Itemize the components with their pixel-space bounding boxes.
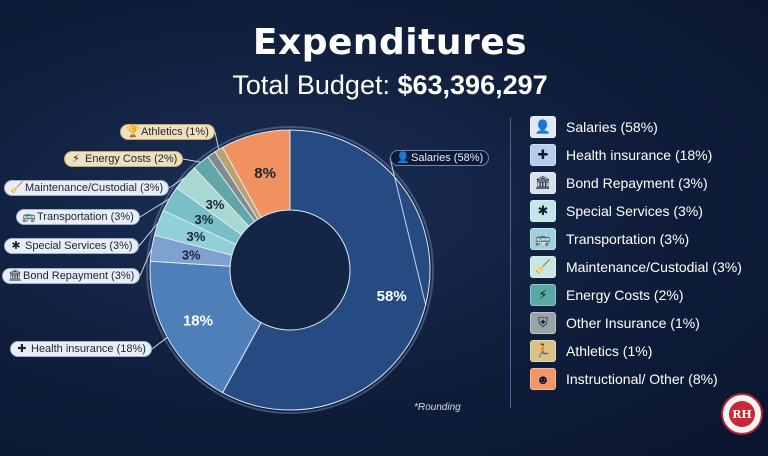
callout-label: Health insurance (18%) [31, 343, 146, 355]
leader-line-health-insurance-18 [151, 337, 168, 350]
legend-item-bond-repayment-3: 🏛 Bond Repayment (3%) [530, 172, 708, 194]
legend-item-energy-costs-2: ⚡ Energy Costs (2%) [530, 284, 683, 306]
leader-line-bond-repayment-3 [139, 247, 153, 277]
snowflake-icon: ✱ [11, 240, 21, 252]
callout-transportation-3: 🚌 Transportation (3%) [16, 209, 140, 225]
legend-item-other-insurance-1: ⛨ Other Insurance (1%) [530, 312, 700, 334]
total-budget-amount: $63,396,297 [397, 70, 548, 100]
subtitle-prefix: Total Budget: [232, 70, 398, 100]
trophy-icon: 🏆 [126, 126, 140, 138]
callout-label: Special Services (3%) [25, 240, 133, 252]
page-title: Expenditures [252, 22, 528, 63]
snowflake-icon: ✱ [530, 200, 556, 222]
leader-line-energy-costs-2 [182, 158, 201, 163]
rounding-note: *Rounding [414, 402, 461, 413]
legend-label: Energy Costs (2%) [566, 287, 684, 303]
slice-label-transportation: 3% [195, 212, 214, 227]
callout-label: Bond Repayment (3%) [23, 270, 135, 282]
lightning-icon: ⚡ [530, 284, 556, 306]
logo-seal: RH [729, 401, 755, 427]
bus-icon: 🚌 [530, 228, 556, 250]
bank-icon: 🏛 [530, 172, 556, 194]
district-logo: RH [721, 393, 763, 435]
broom-icon: 🧹 [10, 182, 24, 194]
legend-label: Athletics (1%) [566, 343, 653, 359]
bus-icon: 🚌 [22, 211, 36, 223]
legend-label: Transportation (3%) [566, 231, 690, 247]
person-icon: 👤 [396, 152, 410, 164]
callout-label: Maintenance/Custodial (3%) [25, 182, 164, 194]
callout-salaries-58: 👤 Salaries (58%) [390, 150, 490, 166]
legend-item-transportation-3: 🚌 Transportation (3%) [530, 228, 689, 250]
callout-bond-repayment-3: 🏛 Bond Repayment (3%) [2, 268, 141, 284]
slice-label-bond-repayment: 3% [182, 247, 201, 262]
bank-icon: 🏛 [8, 270, 22, 282]
legend-label: Instructional/ Other (8%) [566, 371, 718, 387]
slice-label-instructional-other: 8% [254, 165, 276, 182]
shield-hand-icon: ⛨ [530, 312, 556, 334]
legend-divider [510, 118, 511, 408]
legend-label: Bond Repayment (3%) [566, 175, 708, 191]
callout-label: Salaries (58%) [411, 152, 484, 164]
legend-item-health-insurance-18: ✚ Health insurance (18%) [530, 144, 712, 166]
head-icon: ☻ [530, 368, 556, 390]
legend-label: Other Insurance (1%) [566, 315, 700, 331]
legend-item-maintenance-custodial-3: 🧹 Maintenance/Custodial (3%) [530, 256, 742, 278]
lightning-icon: ⚡ [72, 153, 80, 165]
leader-line-maintenance-custodial-3 [168, 176, 186, 189]
leader-line-transportation-3 [139, 198, 170, 218]
broom-icon: 🧹 [530, 256, 556, 278]
leader-line-special-services-3 [138, 222, 159, 247]
runner-icon: 🏃 [530, 340, 556, 362]
callout-health-insurance-18: ✚ Health insurance (18%) [10, 341, 152, 357]
callout-special-services-3: ✱ Special Services (3%) [4, 238, 139, 254]
medical-cross-icon: ✚ [17, 343, 27, 355]
callout-label: Energy Costs (2%) [85, 153, 178, 165]
medical-cross-icon: ✚ [530, 144, 556, 166]
page-subtitle: Total Budget: $63,396,297 [0, 70, 768, 101]
callout-maintenance-custodial-3: 🧹 Maintenance/Custodial (3%) [4, 180, 170, 196]
slice-label-health-insurance: 18% [183, 313, 213, 330]
legend-label: Special Services (3%) [566, 203, 703, 219]
legend-item-athletics-1: 🏃 Athletics (1%) [530, 340, 652, 362]
legend-item-special-services-3: ✱ Special Services (3%) [530, 200, 703, 222]
slice-instructional-other [221, 129, 291, 219]
callout-energy-costs-2: ⚡ Energy Costs (2%) [64, 151, 184, 167]
legend-label: Health insurance (18%) [566, 147, 713, 163]
callout-label: Athletics (1%) [141, 126, 209, 138]
person-icon: 👤 [530, 116, 556, 138]
legend-label: Maintenance/Custodial (3%) [566, 259, 742, 275]
legend-item-salaries-58: 👤 Salaries (58%) [530, 116, 658, 138]
leader-line-salaries-58 [389, 157, 427, 305]
donut-outer-ring [146, 126, 434, 414]
leader-line-athletics-1 [214, 131, 220, 150]
callout-label: Transportation (3%) [37, 211, 134, 223]
callout-athletics-1: 🏆 Athletics (1%) [120, 124, 215, 140]
slice-label-special-services: 3% [187, 229, 206, 244]
legend-label: Salaries (58%) [566, 119, 658, 135]
slice-health-insurance [149, 260, 262, 394]
slice-salaries [221, 129, 431, 411]
donut-hole [231, 211, 349, 329]
slice-label-salaries: 58% [377, 288, 407, 305]
slice-label-maintenance-custodial: 3% [206, 197, 225, 212]
legend-item-instructional-other-8: ☻ Instructional/ Other (8%) [530, 368, 718, 390]
